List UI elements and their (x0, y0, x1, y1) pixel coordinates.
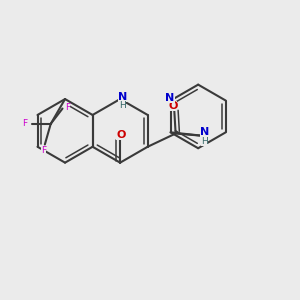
Text: H: H (119, 101, 126, 110)
Text: N: N (165, 93, 175, 103)
Text: O: O (168, 100, 177, 110)
Text: F: F (41, 146, 46, 155)
Text: O: O (116, 130, 125, 140)
Text: F: F (22, 119, 28, 128)
Text: H: H (201, 137, 208, 146)
Text: N: N (200, 127, 209, 137)
Text: F: F (65, 103, 70, 112)
Text: N: N (118, 92, 127, 102)
